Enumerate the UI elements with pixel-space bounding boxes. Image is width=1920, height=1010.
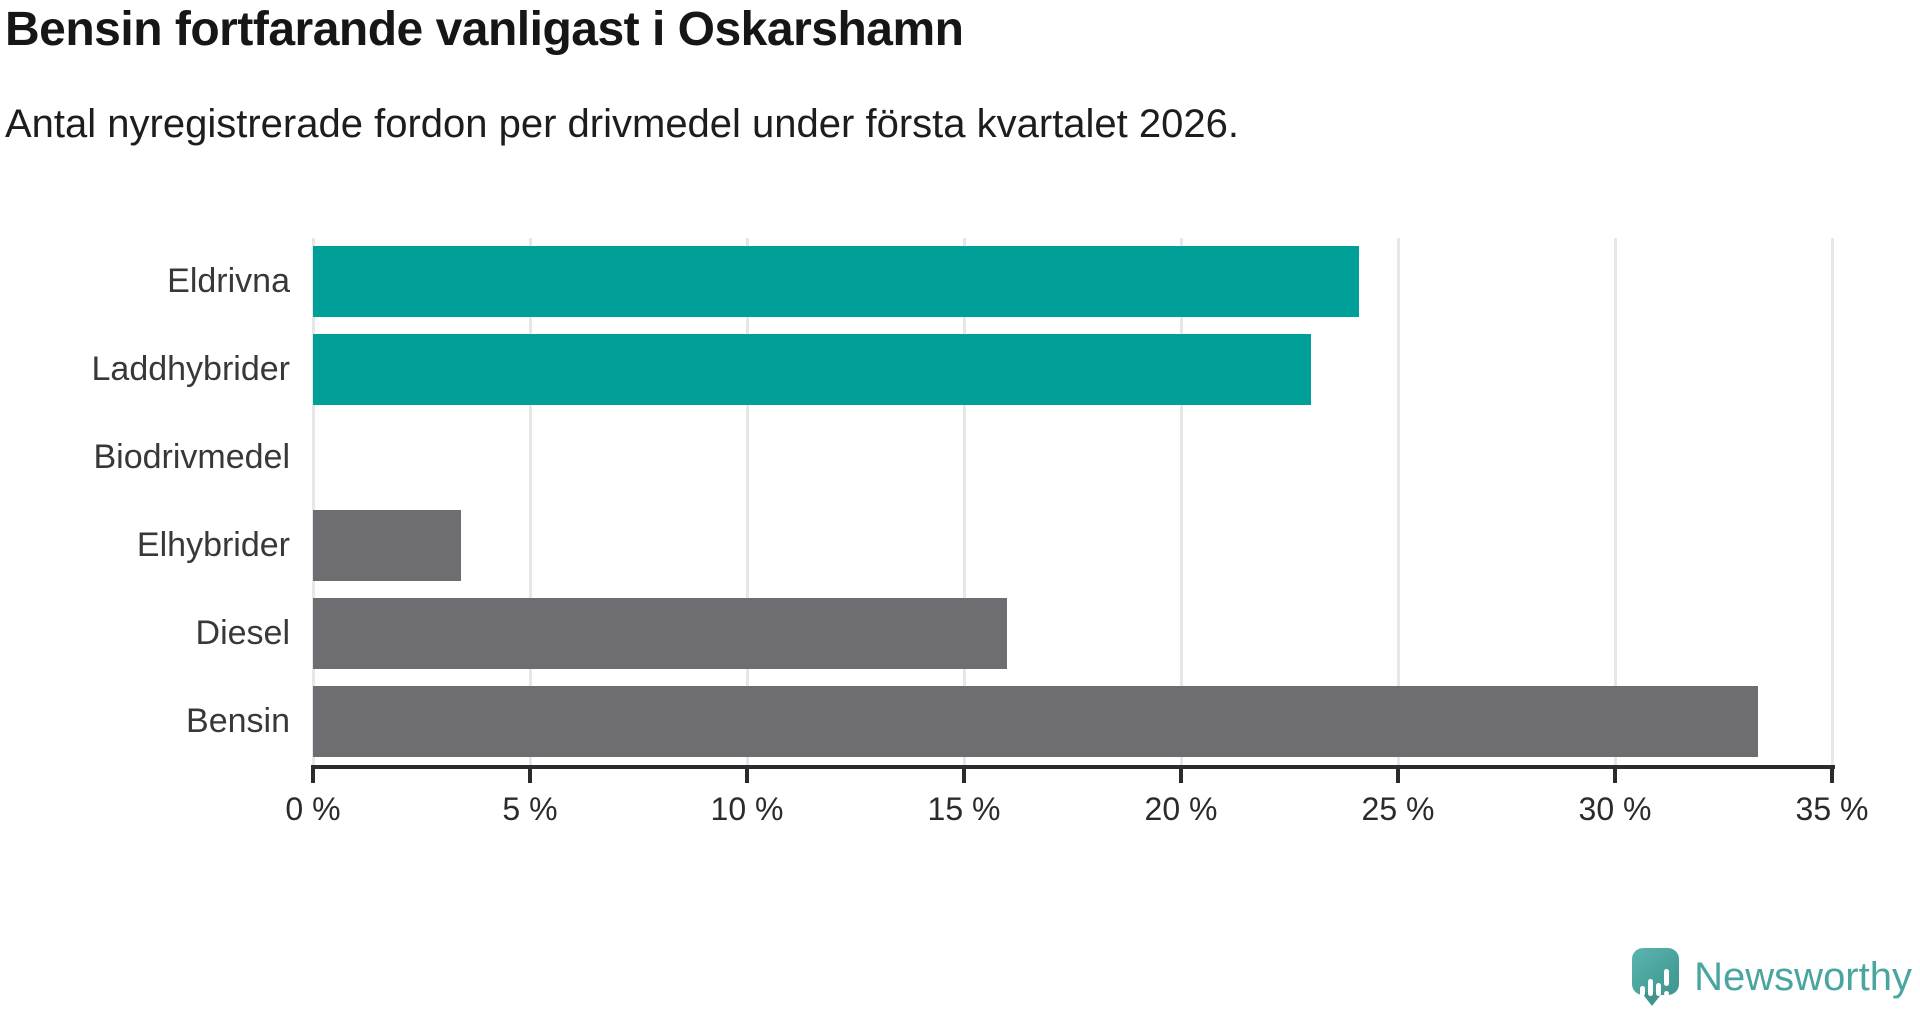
- logo-bar-2: [1648, 979, 1654, 996]
- bar-chart-speech-bubble-icon: [1632, 948, 1680, 1006]
- gridline: [528, 238, 532, 765]
- x-tick-label: 30 %: [1578, 791, 1652, 827]
- category-labels: Eldrivna Laddhybrider Biodrivmedel Elhybrid…: [0, 238, 290, 765]
- plot-area: [311, 238, 1834, 765]
- x-tick-label: 0 %: [285, 791, 341, 827]
- category-label: Laddhybrider: [91, 350, 290, 389]
- bar-row: [313, 414, 1832, 502]
- x-tick: [528, 769, 532, 783]
- x-tick: [745, 769, 749, 783]
- x-tick: [1830, 769, 1834, 783]
- chart-title: Bensin fortfarande vanligast i Oskarsham…: [5, 3, 964, 56]
- category-label: Elhybrider: [136, 525, 290, 564]
- category-label: Biodrivmedel: [93, 438, 290, 477]
- chart-subtitle: Antal nyregistrerade fordon per drivmede…: [5, 102, 1240, 146]
- bar-diesel: [313, 597, 1008, 669]
- x-tick: [1179, 769, 1183, 783]
- gridlines: [311, 238, 1834, 765]
- bar-bensin: [313, 685, 1759, 757]
- logo-bar-3: [1656, 983, 1662, 996]
- gridline: [1396, 238, 1400, 765]
- x-tick-label: 20 %: [1144, 791, 1218, 827]
- x-tick: [1613, 769, 1617, 783]
- gridline: [311, 238, 315, 765]
- gridline: [1830, 238, 1834, 765]
- category-label: Bensin: [186, 701, 290, 740]
- x-tick-label: 5 %: [502, 791, 558, 827]
- x-tick: [311, 769, 315, 783]
- newsworthy-wordmark: Newsworthy: [1694, 954, 1912, 999]
- logo-bubble-shape: [1632, 948, 1680, 995]
- gridline: [962, 238, 966, 765]
- x-axis: 0 % 5 % 10 % 15 % 20 % 25 % 30 % 35 %: [285, 765, 1868, 845]
- x-tick-label: 15 %: [927, 791, 1001, 827]
- x-tick: [1396, 769, 1400, 783]
- bar-laddhybrider: [313, 334, 1312, 406]
- logo-exclamation-bar: [1664, 969, 1670, 986]
- gridline: [1179, 238, 1183, 765]
- gridline: [1613, 238, 1617, 765]
- bar-row: [313, 677, 1832, 765]
- x-tick: [962, 769, 966, 783]
- x-tick-label: 10 %: [710, 791, 784, 827]
- gridline: [745, 238, 749, 765]
- x-tick-label: 35 %: [1795, 791, 1869, 827]
- bar-rows: [313, 238, 1832, 765]
- logo-exclamation-dot: [1664, 991, 1670, 996]
- x-tick-label: 25 %: [1361, 791, 1435, 827]
- logo-bar-1: [1640, 986, 1646, 996]
- x-axis-line: [311, 765, 1835, 769]
- bar-row: [313, 501, 1832, 589]
- bar-row: [313, 238, 1832, 326]
- category-label: Diesel: [195, 613, 290, 652]
- bar-row: [313, 589, 1832, 677]
- bar-eldrivna: [313, 246, 1359, 318]
- newsworthy-logo[interactable]: Newsworthy: [1632, 948, 1912, 1006]
- bar-elhybrider: [313, 509, 461, 581]
- category-label: Eldrivna: [167, 262, 290, 301]
- bar-row: [313, 326, 1832, 414]
